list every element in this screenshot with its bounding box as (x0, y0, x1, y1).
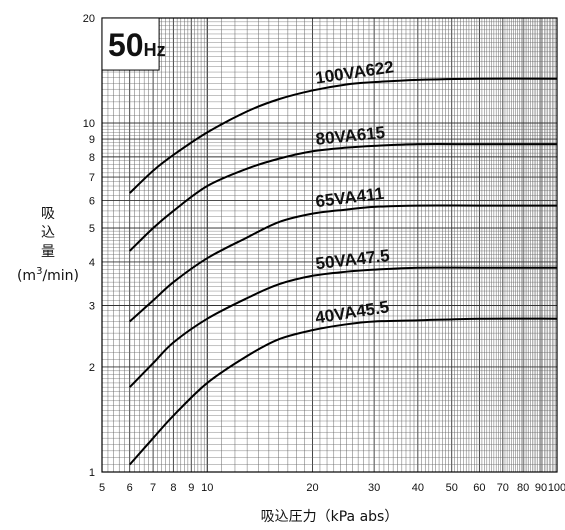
x-tick-label: 9 (188, 482, 194, 494)
y-axis-unit-post: /min) (42, 268, 79, 284)
x-tick-label: 6 (127, 482, 133, 494)
y-tick-label: 3 (89, 301, 95, 313)
series-line (128, 143, 557, 252)
x-tick-label: 70 (497, 482, 509, 494)
y-axis-unit-sup: 3 (36, 266, 42, 277)
y-tick-label: 2 (89, 362, 95, 374)
x-tick-label: 40 (412, 482, 424, 494)
y-tick-label: 20 (83, 13, 95, 25)
frequency-badge-box (101, 17, 160, 71)
y-tick-label: 5 (89, 223, 95, 235)
y-tick-label: 4 (89, 257, 95, 269)
y-tick-label: 8 (89, 152, 95, 164)
plot-frame (101, 17, 558, 473)
y-axis-label-line-3: 量 (41, 244, 55, 260)
series-line (128, 317, 558, 466)
x-axis-label: 吸込圧力（kPa abs） (261, 509, 399, 525)
frequency-badge-text: 50Hz (108, 27, 166, 63)
x-tick-label: 5 (99, 482, 105, 494)
y-axis-unit: (m3/min) (17, 266, 79, 284)
frequency-unit: Hz (144, 40, 166, 60)
grid (101, 17, 558, 473)
x-tick-label: 60 (473, 482, 485, 494)
y-tick-label: 6 (89, 195, 95, 207)
series-line (129, 204, 557, 323)
y-axis-unit-pre: (m (17, 268, 36, 284)
y-tick-label: 1 (89, 467, 95, 479)
x-tick-label: 8 (170, 482, 176, 494)
series (128, 77, 558, 466)
y-tick-label: 9 (89, 134, 95, 146)
x-tick-label: 7 (150, 482, 156, 494)
x-tick-label: 10 (201, 482, 213, 494)
x-tick-label: 50 (446, 482, 458, 494)
x-tick-label: 90 (535, 482, 547, 494)
y-axis-label: 吸 込 量 (m3/min) (17, 206, 79, 284)
x-tick-label: 30 (368, 482, 380, 494)
frequency-badge: 50Hz (101, 17, 166, 71)
y-tick-label: 7 (89, 172, 95, 184)
y-axis-label-line-2: 込 (41, 225, 55, 241)
series-line (128, 77, 558, 194)
frequency-value: 50 (108, 27, 144, 63)
x-tick-label: 100 (548, 482, 565, 494)
y-tick-label: 10 (83, 118, 95, 130)
x-tick-label: 80 (517, 482, 529, 494)
x-tick-label: 20 (306, 482, 318, 494)
y-axis-label-line-1: 吸 (41, 206, 55, 222)
series-line (128, 266, 557, 388)
